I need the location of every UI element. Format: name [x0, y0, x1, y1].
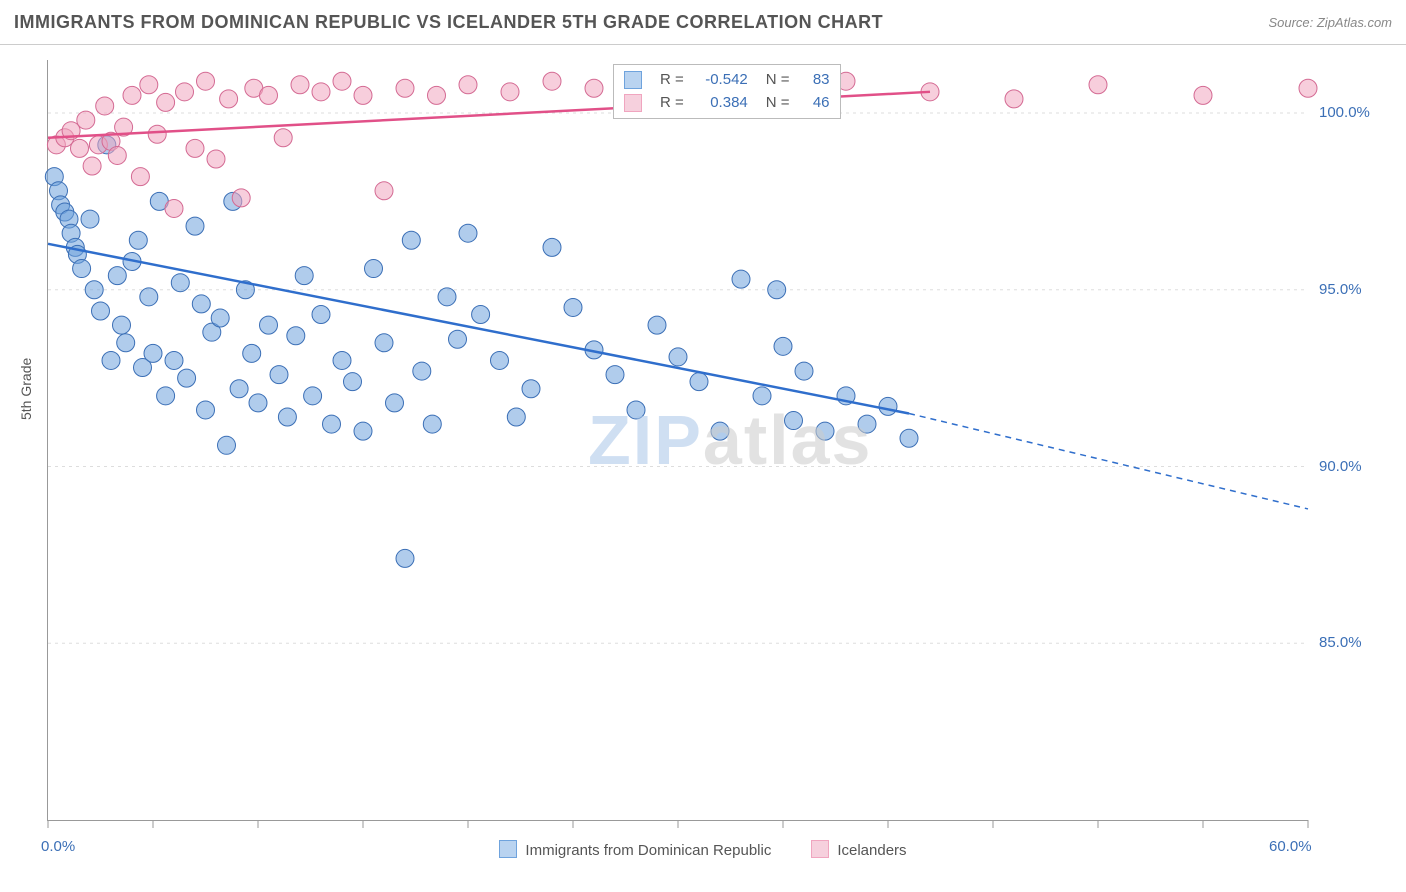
- stat-n-label: N =: [766, 92, 790, 115]
- stat-r-label: R =: [660, 69, 684, 92]
- series-swatch: [624, 94, 642, 112]
- series-swatch: [624, 71, 642, 89]
- legend-item: Icelanders: [811, 840, 906, 859]
- stat-r-value: 0.384: [694, 92, 748, 115]
- y-tick-label: 85.0%: [1319, 634, 1362, 651]
- legend-swatch: [811, 840, 829, 858]
- y-axis-label: 5th Grade: [18, 358, 34, 420]
- stat-n-label: N =: [766, 69, 790, 92]
- legend-item: Immigrants from Dominican Republic: [499, 840, 771, 859]
- legend-label: Immigrants from Dominican Republic: [525, 842, 771, 859]
- header: IMMIGRANTS FROM DOMINICAN REPUBLIC VS IC…: [0, 0, 1406, 45]
- stat-n-value: 83: [800, 69, 830, 92]
- stat-r-label: R =: [660, 92, 684, 115]
- source-credit: Source: ZipAtlas.com: [1268, 15, 1392, 30]
- y-tick-label: 100.0%: [1319, 104, 1370, 121]
- legend-label: Icelanders: [837, 842, 906, 859]
- stats-row: R = 0.384 N = 46: [624, 92, 830, 115]
- bottom-legend: Immigrants from Dominican Republic Icelan…: [0, 840, 1406, 859]
- stat-r-value: -0.542: [694, 69, 748, 92]
- stats-row: R = -0.542 N = 83: [624, 69, 830, 92]
- stat-n-value: 46: [800, 92, 830, 115]
- y-tick-label: 95.0%: [1319, 281, 1362, 298]
- chart-svg: [48, 60, 1308, 820]
- y-tick-label: 90.0%: [1319, 458, 1362, 475]
- chart-area: ZIPatlas R =-0.542N =83R =0.384N =46: [47, 60, 1308, 821]
- page-title: IMMIGRANTS FROM DOMINICAN REPUBLIC VS IC…: [14, 12, 883, 33]
- stats-legend-box: R = -0.542 N = 83 R = 0.384 N = 46: [613, 64, 841, 119]
- legend-swatch: [499, 840, 517, 858]
